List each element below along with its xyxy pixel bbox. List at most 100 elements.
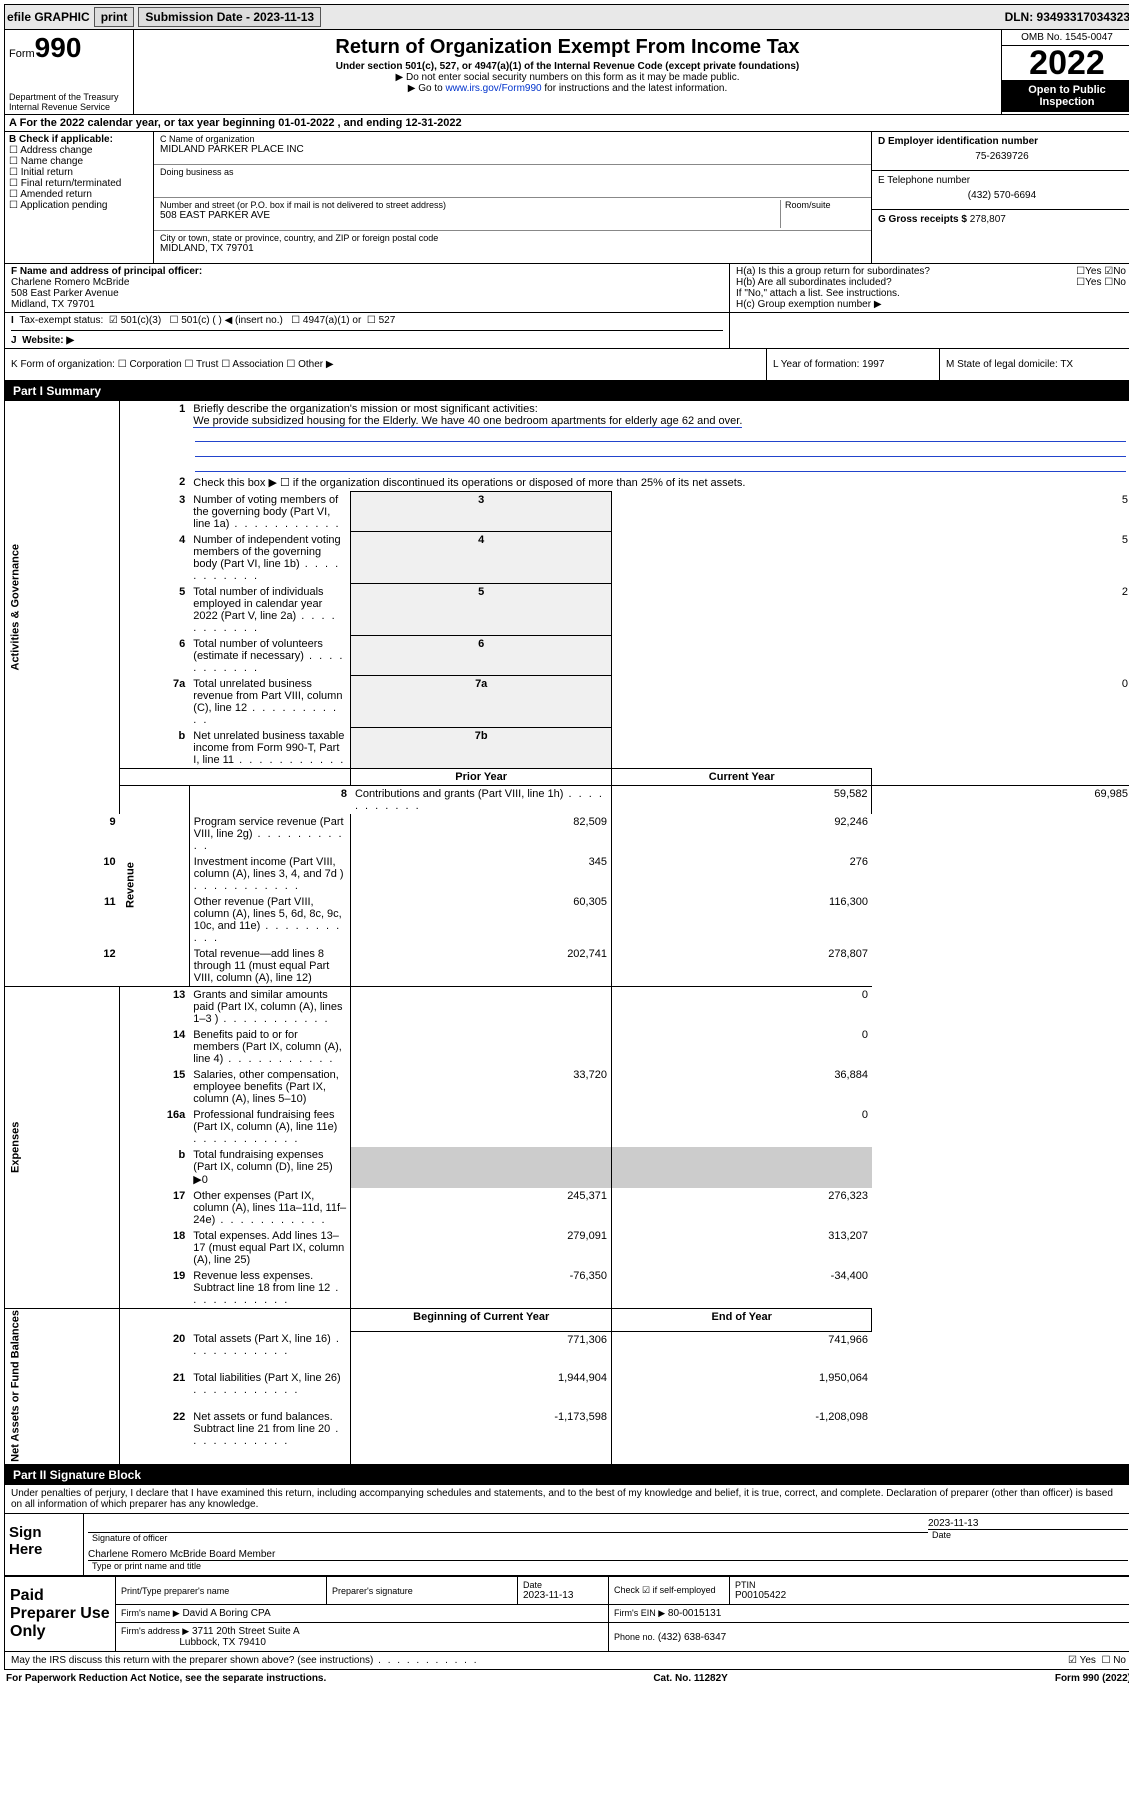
pcheck-label[interactable]: Check ☑ if self-employed (614, 1585, 724, 1596)
hb-note: If "No," attach a list. See instructions… (736, 288, 1126, 299)
l16a-current: 0 (611, 1107, 872, 1147)
line-num: 19 (120, 1268, 190, 1309)
footer-right: Form 990 (2022) (1055, 1673, 1129, 1684)
l17-current: 276,323 (611, 1188, 872, 1228)
ptin-value: P00105422 (735, 1590, 1127, 1601)
line-num: 11 (5, 894, 120, 946)
l1-mission-text: We provide subsidized housing for the El… (193, 415, 742, 428)
line-num: 20 (120, 1331, 190, 1370)
f-name: Charlene Romero McBride (11, 277, 723, 288)
h-group: H(a) Is this a group return for subordin… (730, 264, 1129, 312)
l17-prior: 245,371 (351, 1188, 612, 1228)
line-num: 15 (120, 1067, 190, 1107)
may-irs-text: May the IRS discuss this return with the… (11, 1655, 479, 1666)
irs-link[interactable]: www.irs.gov/Form990 (445, 83, 541, 94)
pdate-label: Date (523, 1580, 603, 1590)
l6-val (611, 636, 1129, 676)
info-block-bcd: B Check if applicable: Address change Na… (4, 132, 1129, 264)
f-officer: F Name and address of principal officer:… (5, 264, 730, 312)
l19-prior: -76,350 (351, 1268, 612, 1309)
ptin-label: PTIN (735, 1580, 1127, 1590)
l16b-prior (351, 1147, 612, 1188)
hdr-prior: Prior Year (351, 768, 612, 785)
title-box: Return of Organization Exempt From Incom… (134, 30, 1001, 114)
footer-mid: Cat. No. 11282Y (653, 1673, 727, 1684)
l3-val: 5 (611, 492, 1129, 532)
col-c-org-info: C Name of organization MIDLAND PARKER PL… (154, 132, 872, 263)
sub3-post: for instructions and the latest informat… (542, 83, 728, 94)
l7a-val: 0 (611, 676, 1129, 728)
form-label: Form (9, 48, 35, 60)
hb-yesno[interactable]: ☐Yes ☐No (1076, 277, 1126, 288)
firm-ein: 80-0015131 (668, 1608, 721, 1619)
l9-prior: 82,509 (351, 814, 612, 854)
l6-text: Total number of volunteers (estimate if … (189, 636, 351, 676)
chk-initial-return[interactable]: Initial return (9, 167, 149, 178)
chk-application-pending[interactable]: Application pending (9, 200, 149, 211)
l19-current: -34,400 (611, 1268, 872, 1309)
subtitle-1: Under section 501(c), 527, or 4947(a)(1)… (138, 61, 997, 72)
l9-text: Program service revenue (Part VIII, line… (189, 814, 351, 854)
submission-date: Submission Date - 2023-11-13 (138, 7, 321, 27)
sign-here-label: Sign Here (5, 1514, 84, 1575)
line-a-tax-year: A For the 2022 calendar year, or tax yea… (4, 115, 1129, 132)
sig-name-label: Type or print name and title (92, 1561, 201, 1571)
hc-label: H(c) Group exemption number ▶ (736, 299, 1126, 310)
box-3: 3 (351, 492, 612, 532)
l8-current: 69,985 (872, 785, 1129, 814)
line-num: 16a (120, 1107, 190, 1147)
i-501c3[interactable]: 501(c)(3) (121, 315, 162, 326)
firm-addr-label: Firm's address ▶ (121, 1626, 189, 1636)
chk-name-change[interactable]: Name change (9, 156, 149, 167)
ha-label: H(a) Is this a group return for subordin… (736, 266, 930, 277)
ps-label: Preparer's signature (332, 1586, 512, 1596)
l17-text: Other expenses (Part IX, column (A), lin… (189, 1188, 351, 1228)
ha-yesno[interactable]: ☐Yes ☑No (1076, 266, 1126, 277)
dba-label: Doing business as (160, 167, 865, 177)
l2-text: Check this box ▶ ☐ if the organization d… (189, 474, 1129, 492)
pt-label: Print/Type preparer's name (121, 1586, 321, 1596)
l14-prior (351, 1027, 612, 1067)
l4-text: Number of independent voting members of … (189, 532, 351, 584)
i-527[interactable]: 527 (379, 315, 396, 326)
form-number-box: Form990 Department of the Treasury Inter… (5, 30, 134, 114)
top-bar: efile GRAPHIC print Submission Date - 20… (4, 4, 1129, 30)
i-501c[interactable]: 501(c) ( ) ◀ (insert no.) (181, 315, 283, 326)
may-irs-yesno[interactable]: ☑ Yes ☐ No (1068, 1655, 1126, 1666)
line-num: 7a (120, 676, 190, 728)
line-num: 3 (120, 492, 190, 532)
col-b-checkboxes: B Check if applicable: Address change Na… (5, 132, 154, 263)
l15-text: Salaries, other compensation, employee b… (189, 1067, 351, 1107)
chk-final-return[interactable]: Final return/terminated (9, 178, 149, 189)
website-label: Website: ▶ (22, 335, 74, 346)
footer-left: For Paperwork Reduction Act Notice, see … (6, 1673, 326, 1684)
l7b-text: Net unrelated business taxable income fr… (189, 728, 351, 769)
page-footer: For Paperwork Reduction Act Notice, see … (4, 1670, 1129, 1687)
l10-prior: 345 (351, 854, 612, 894)
row-klm: K Form of organization: ☐ Corporation ☐ … (4, 349, 1129, 381)
name-label: C Name of organization (160, 134, 865, 144)
col-d-right: D Employer identification number 75-2639… (872, 132, 1129, 263)
sub3-pre: ▶ Go to (408, 83, 446, 94)
info-block-ij: I Tax-exempt status: ☑ 501(c)(3) ☐ 501(c… (4, 313, 1129, 349)
l11-text: Other revenue (Part VIII, column (A), li… (189, 894, 351, 946)
sig-date-value: 2023-11-13 (928, 1518, 1128, 1529)
i-4947[interactable]: 4947(a)(1) or (303, 315, 361, 326)
pdate-value: 2023-11-13 (523, 1590, 603, 1601)
form-title: Return of Organization Exempt From Incom… (140, 36, 995, 59)
box-7a: 7a (351, 676, 612, 728)
city-label: City or town, state or province, country… (160, 233, 865, 243)
firm-phone: (432) 638-6347 (658, 1632, 726, 1643)
line-num: 18 (120, 1228, 190, 1268)
line-num: 10 (5, 854, 120, 894)
tax-exempt-label: Tax-exempt status: (19, 315, 103, 326)
print-button[interactable]: print (94, 7, 135, 27)
signature-block: Under penalties of perjury, I declare th… (4, 1485, 1129, 1576)
phone-label: E Telephone number (878, 175, 1126, 186)
line-num: 2 (120, 474, 190, 492)
firm-addr2: Lubbock, TX 79410 (179, 1637, 266, 1648)
line-num: 17 (120, 1188, 190, 1228)
chk-amended-return[interactable]: Amended return (9, 189, 149, 200)
l16b-current (611, 1147, 872, 1188)
chk-address-change[interactable]: Address change (9, 145, 149, 156)
